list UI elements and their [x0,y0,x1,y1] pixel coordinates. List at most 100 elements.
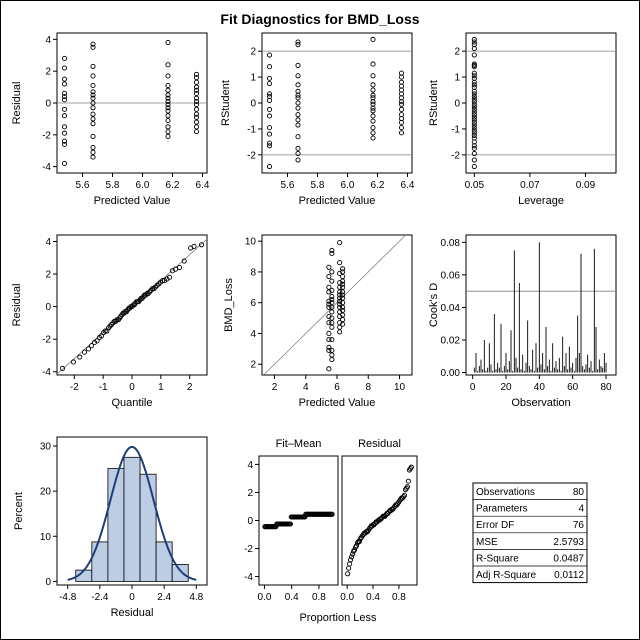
p5-point [329,278,335,284]
p2-point [370,82,376,88]
p6-ytick-label: 0.02 [441,336,461,347]
p3-point [471,117,477,123]
p7-xtick-label: -2.4 [91,592,109,603]
p2-point [370,108,376,114]
p5-point [337,240,343,246]
p1-point [90,92,96,98]
fit-statistics-label: MSE [476,537,498,548]
p4-point [59,365,66,372]
p5-point [340,304,346,310]
p3-xtick-label: 0.07 [520,180,540,191]
p7-ytick-label: 0 [45,577,51,588]
p5-ytick-label: 6 [250,298,256,309]
p5-point [326,273,332,280]
p1-point [165,124,171,130]
p2-point [266,113,273,119]
p1-point [90,133,96,139]
p1-point [90,116,96,122]
p5-ytick-label: 2 [250,360,256,371]
p1-point [165,92,171,98]
p2-point [295,117,301,123]
p1-point [193,79,200,85]
p6-frame [465,234,617,376]
p5-ytick-label: 4 [250,329,256,340]
p1-point [90,95,96,101]
p4-point [77,354,83,360]
p2-point [398,99,405,105]
p7-xtick-label: 4.8 [189,592,203,603]
p6-xtick-label: 0 [470,382,476,393]
p1-point [165,129,171,135]
p4-point [191,243,197,249]
p2-point [266,131,273,137]
p2-point [295,82,301,88]
p5-point [340,292,346,298]
fit-statistics-value: 76 [573,520,585,531]
p3-point [471,93,477,100]
p8-xtick-label: 0.0 [257,592,271,603]
p2-point [266,140,273,146]
p1-point [61,160,68,167]
p4-ytick-label: 2 [45,270,51,281]
p5-xtick-label: 2 [272,382,278,393]
p2-point [370,135,376,141]
p5-point [329,309,335,315]
p1-point [90,144,96,151]
p2-point [295,100,301,106]
p5-point [337,289,343,295]
p2-point [398,106,405,113]
p5-point [329,324,335,330]
p1-xtick-label: 6.2 [166,180,180,191]
p4-point [102,328,108,334]
p2-point [370,61,376,67]
p7-xtick-label: 2.4 [157,592,171,603]
p1-point [193,102,200,108]
p2-xlabel: Predicted Value [299,195,376,207]
p2-point [370,99,376,105]
p2-point [295,105,301,111]
p5-point [326,264,332,270]
p8-residual-point [353,543,360,549]
p1-point [165,133,171,139]
p5-point [326,304,332,310]
p2-point [295,151,301,157]
p3-point [471,101,477,107]
p2-point [266,163,273,170]
p2-point [295,42,301,48]
p5-xtick-label: 10 [394,382,406,393]
p2-point [295,39,301,45]
p3-point [471,96,477,102]
p4-point [198,242,205,248]
p7-histogram-bar [123,456,141,582]
p6-xtick-label: 20 [500,382,512,393]
p3-ytick-label: 1 [454,73,460,84]
p3-point [471,114,477,120]
p8-residual-point [351,547,358,553]
p1-point [193,106,200,112]
p2-point [370,36,376,43]
p7-xlabel: Residual [111,607,154,619]
p1-point [193,71,200,77]
p1-point [90,121,96,127]
p1-point [61,113,68,119]
fit-statistics-value: 80 [573,487,585,498]
p5-ytick-label: 10 [245,237,257,248]
p2-point [266,75,273,81]
p4-point [166,274,173,280]
p1-ytick-label: 2 [45,67,51,78]
p7-histogram-bar [107,468,125,582]
p5-point [340,289,346,295]
p5-point [326,366,332,372]
p4-point [70,359,76,365]
p2-point [266,97,273,103]
p8-xlabel: Proportion Less [299,612,377,624]
p1-xlabel: Predicted Value [94,195,171,207]
p3-ytick-label: -1 [451,124,460,135]
p2-point [370,87,376,93]
p7-ytick-label: 20 [40,487,52,498]
p3-point [471,46,477,52]
p3-ylabel: RStudent [428,80,440,126]
p2-point [266,91,273,97]
p7-histogram-bar [139,473,157,582]
p1-point [61,138,68,144]
